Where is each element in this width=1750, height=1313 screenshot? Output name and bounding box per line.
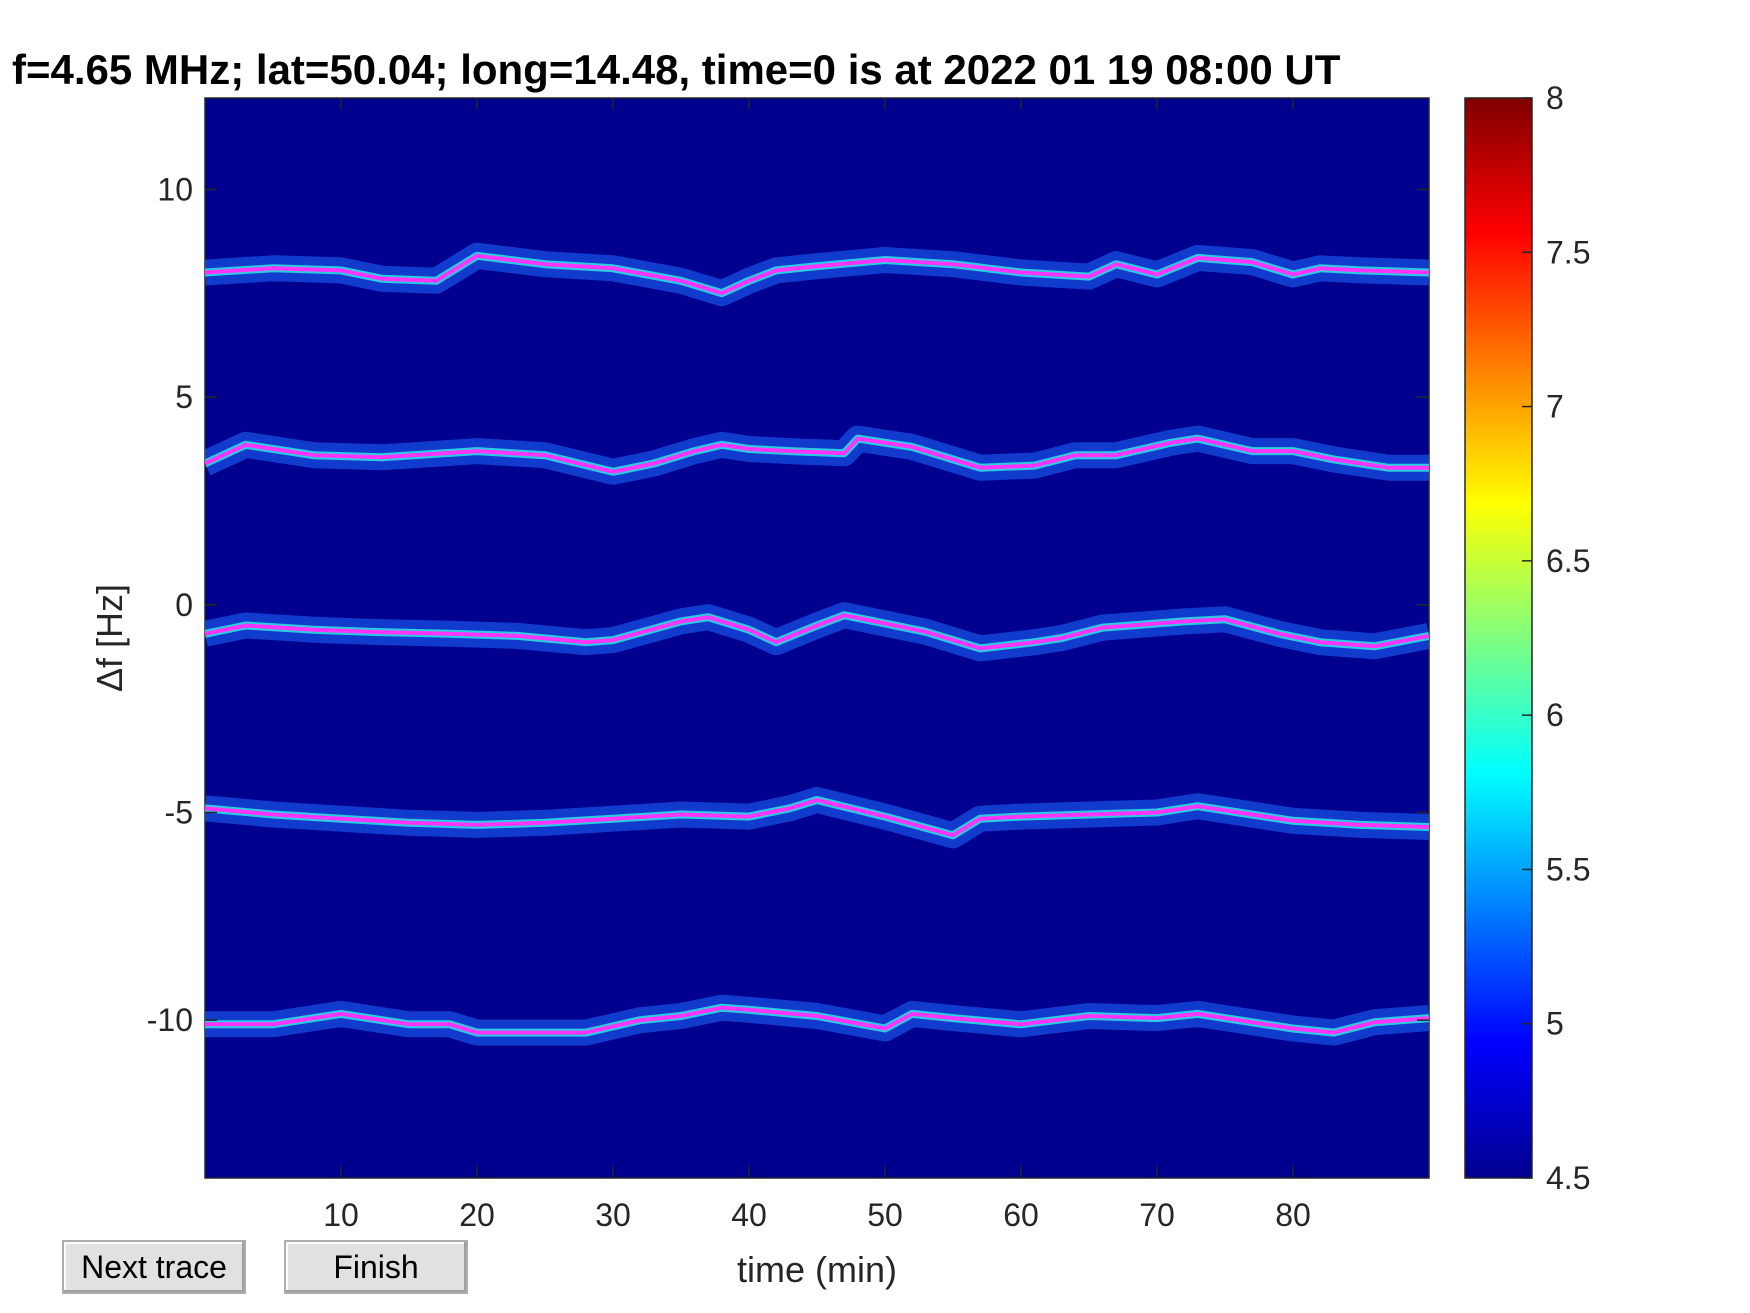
colorbar-tick-label: 8 [1546,80,1564,116]
y-tick-label: 10 [157,171,193,207]
x-tick-label: 20 [459,1197,495,1233]
colorbar-tick-label: 4.5 [1546,1160,1590,1196]
trace-line-0 [205,253,1429,296]
y-axis: 10 5 0 -5 -10 [147,171,1429,1038]
colorbar-tick-label: 6.5 [1546,543,1590,579]
colorbar-axis: 8 7.5 7 6.5 6 5.5 5 4.5 [1522,80,1590,1196]
y-tick-label: 0 [175,587,193,623]
x-tick-label: 10 [323,1197,359,1233]
y-tick-label: -5 [165,794,193,830]
y-tick-label: 5 [175,379,193,415]
x-tick-label: 80 [1275,1197,1311,1233]
finish-button[interactable]: Finish [284,1240,468,1294]
x-tick-label: 60 [1003,1197,1039,1233]
colorbar-tick-label: 6 [1546,697,1564,733]
next-trace-button[interactable]: Next trace [62,1240,246,1294]
chart-title: f=4.65 MHz; lat=50.04; long=14.48, time=… [12,46,1341,93]
y-axis-label: Δf [Hz] [89,584,130,692]
trace-line-4 [205,1005,1429,1035]
colorbar-tick-label: 5.5 [1546,851,1590,887]
x-tick-label: 40 [731,1197,767,1233]
x-tick-label: 70 [1139,1197,1175,1233]
x-tick-label: 50 [867,1197,903,1233]
colorbar-tick-label: 7 [1546,389,1564,425]
colorbar [1464,97,1533,1179]
colorbar-tick-label: 7.5 [1546,234,1590,270]
trace-layer [205,242,1429,1046]
colorbar-tick-label: 5 [1546,1006,1564,1042]
x-axis: 10 20 30 40 50 60 70 80 [323,98,1311,1233]
x-tick-label: 30 [595,1197,631,1233]
y-tick-label: -10 [147,1002,193,1038]
x-axis-label: time (min) [737,1249,897,1290]
trace-line-2 [205,613,1429,651]
trace-line-1 [205,436,1429,474]
trace-line-3 [205,798,1429,838]
